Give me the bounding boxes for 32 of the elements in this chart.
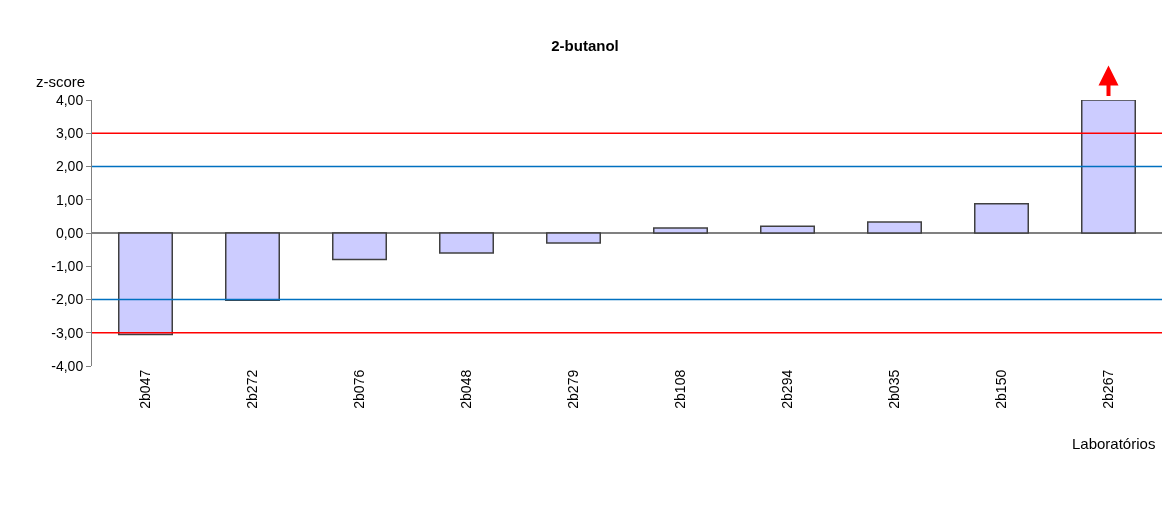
bar xyxy=(439,232,494,254)
y-tick-label: 0,00 xyxy=(55,224,84,241)
bar xyxy=(974,202,1029,234)
y-tick-label: -1,00 xyxy=(51,258,84,275)
y-tick-label: -2,00 xyxy=(51,291,84,308)
bar xyxy=(546,232,601,244)
x-tick-label: 2b272 xyxy=(244,369,261,409)
x-tick-label: 2b076 xyxy=(351,369,368,409)
x-tick-label: 2b150 xyxy=(993,369,1010,409)
bar xyxy=(760,225,815,234)
chart-title: 2-butanol xyxy=(551,36,619,54)
bar xyxy=(332,232,387,261)
x-axis-title: Laboratórios xyxy=(1072,435,1156,452)
y-tick-label: 1,00 xyxy=(55,191,84,208)
bar xyxy=(118,232,173,336)
x-tick-label: 2b267 xyxy=(1100,369,1117,409)
y-tick-label: -4,00 xyxy=(51,357,84,374)
x-tick-label: 2b048 xyxy=(458,369,475,409)
x-tick-label: 2b108 xyxy=(672,369,689,409)
y-tick-label: 2,00 xyxy=(55,158,84,175)
x-tick-label: 2b035 xyxy=(886,369,903,409)
bar xyxy=(225,232,280,301)
y-axis-title: z-score xyxy=(36,73,86,90)
x-tick-label: 2b047 xyxy=(137,369,154,409)
y-tick-label: 3,00 xyxy=(55,125,84,142)
bar xyxy=(653,227,708,234)
bar xyxy=(1081,100,1136,234)
y-tick-label: 4,00 xyxy=(55,91,84,108)
x-tick-label: 2b279 xyxy=(565,369,582,409)
x-tick-label: 2b294 xyxy=(779,369,796,409)
bar xyxy=(867,221,922,234)
y-tick-label: -3,00 xyxy=(51,324,84,341)
